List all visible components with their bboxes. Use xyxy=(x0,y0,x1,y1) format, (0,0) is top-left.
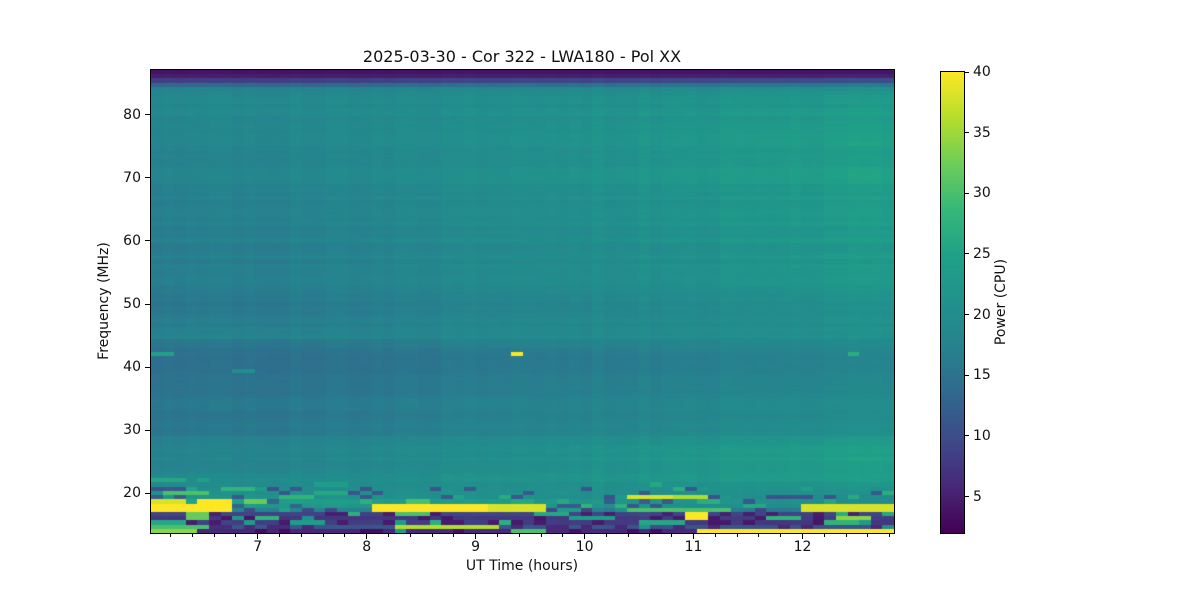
x-major-tick xyxy=(475,534,477,539)
x-tick-label: 9 xyxy=(471,539,481,555)
x-minor-tick xyxy=(605,534,607,537)
x-minor-tick xyxy=(562,534,564,537)
x-tick-label: 7 xyxy=(253,539,263,555)
x-minor-tick xyxy=(235,534,237,537)
x-minor-tick xyxy=(758,534,760,537)
colorbar-tick xyxy=(965,71,969,73)
x-minor-tick xyxy=(823,534,825,537)
y-tick-label: 20 xyxy=(123,485,141,502)
y-major-tick xyxy=(145,303,150,305)
y-major-tick xyxy=(145,114,150,116)
x-tick-label: 8 xyxy=(362,539,372,555)
x-minor-tick xyxy=(671,534,673,537)
x-minor-tick xyxy=(780,534,782,537)
y-major-tick xyxy=(145,177,150,179)
x-minor-tick xyxy=(344,534,346,537)
colorbar-canvas xyxy=(941,72,964,533)
x-minor-tick xyxy=(322,534,324,537)
x-minor-tick xyxy=(649,534,651,537)
x-minor-tick xyxy=(714,534,716,537)
colorbar-tick-label: 35 xyxy=(973,124,991,141)
y-tick-label: 60 xyxy=(123,232,141,249)
x-major-tick xyxy=(257,534,259,539)
x-minor-tick xyxy=(518,534,520,537)
colorbar-tick-label: 30 xyxy=(973,185,991,202)
chart-title: 2025-03-30 - Cor 322 - LWA180 - Pol XX xyxy=(362,47,682,66)
colorbar-tick-label: 15 xyxy=(973,367,991,384)
x-major-tick xyxy=(584,534,586,539)
x-minor-tick xyxy=(627,534,629,537)
y-major-tick xyxy=(145,366,150,368)
x-minor-tick xyxy=(191,534,193,537)
colorbar-tick-label: 10 xyxy=(973,427,991,444)
x-major-tick xyxy=(801,534,803,539)
spectrogram-canvas xyxy=(151,70,894,533)
y-major-tick xyxy=(145,240,150,242)
y-axis-label: Frequency (MHz) xyxy=(96,242,112,360)
x-minor-tick xyxy=(889,534,891,537)
colorbar-tick xyxy=(965,314,969,316)
x-minor-tick xyxy=(279,534,281,537)
x-minor-tick xyxy=(387,534,389,537)
colorbar-tick xyxy=(965,496,969,498)
x-minor-tick xyxy=(496,534,498,537)
x-axis-label: UT Time (hours) xyxy=(465,558,579,574)
y-tick-label: 30 xyxy=(123,422,141,439)
x-minor-tick xyxy=(453,534,455,537)
x-tick-label: 11 xyxy=(684,539,703,555)
colorbar-tick xyxy=(965,192,969,194)
y-tick-label: 70 xyxy=(123,169,141,186)
x-minor-tick xyxy=(845,534,847,537)
colorbar-tick xyxy=(965,132,969,134)
colorbar-tick-label: 20 xyxy=(973,306,991,323)
x-minor-tick xyxy=(170,534,172,537)
x-minor-tick xyxy=(213,534,215,537)
colorbar-tick-label: 40 xyxy=(973,64,991,80)
x-minor-tick xyxy=(300,534,302,537)
colorbar-tick-label: 5 xyxy=(973,488,982,505)
y-major-tick xyxy=(145,429,150,431)
colorbar-label: Power (CPU) xyxy=(993,258,1009,346)
x-minor-tick xyxy=(540,534,542,537)
y-tick-label: 80 xyxy=(123,106,141,123)
x-minor-tick xyxy=(431,534,433,537)
x-minor-tick xyxy=(409,534,411,537)
x-tick-label: 10 xyxy=(575,539,594,555)
y-tick-label: 40 xyxy=(123,359,141,376)
colorbar-tick xyxy=(965,253,969,255)
x-major-tick xyxy=(693,534,695,539)
y-tick-label: 50 xyxy=(123,296,141,313)
colorbar-tick-label: 25 xyxy=(973,245,991,262)
x-minor-tick xyxy=(736,534,738,537)
y-major-tick xyxy=(145,492,150,494)
plot-area xyxy=(150,69,895,534)
colorbar-tick xyxy=(965,374,969,376)
x-tick-label: 12 xyxy=(793,539,812,555)
colorbar xyxy=(940,71,965,534)
x-major-tick xyxy=(366,534,368,539)
colorbar-tick xyxy=(965,435,969,437)
x-minor-tick xyxy=(867,534,869,537)
